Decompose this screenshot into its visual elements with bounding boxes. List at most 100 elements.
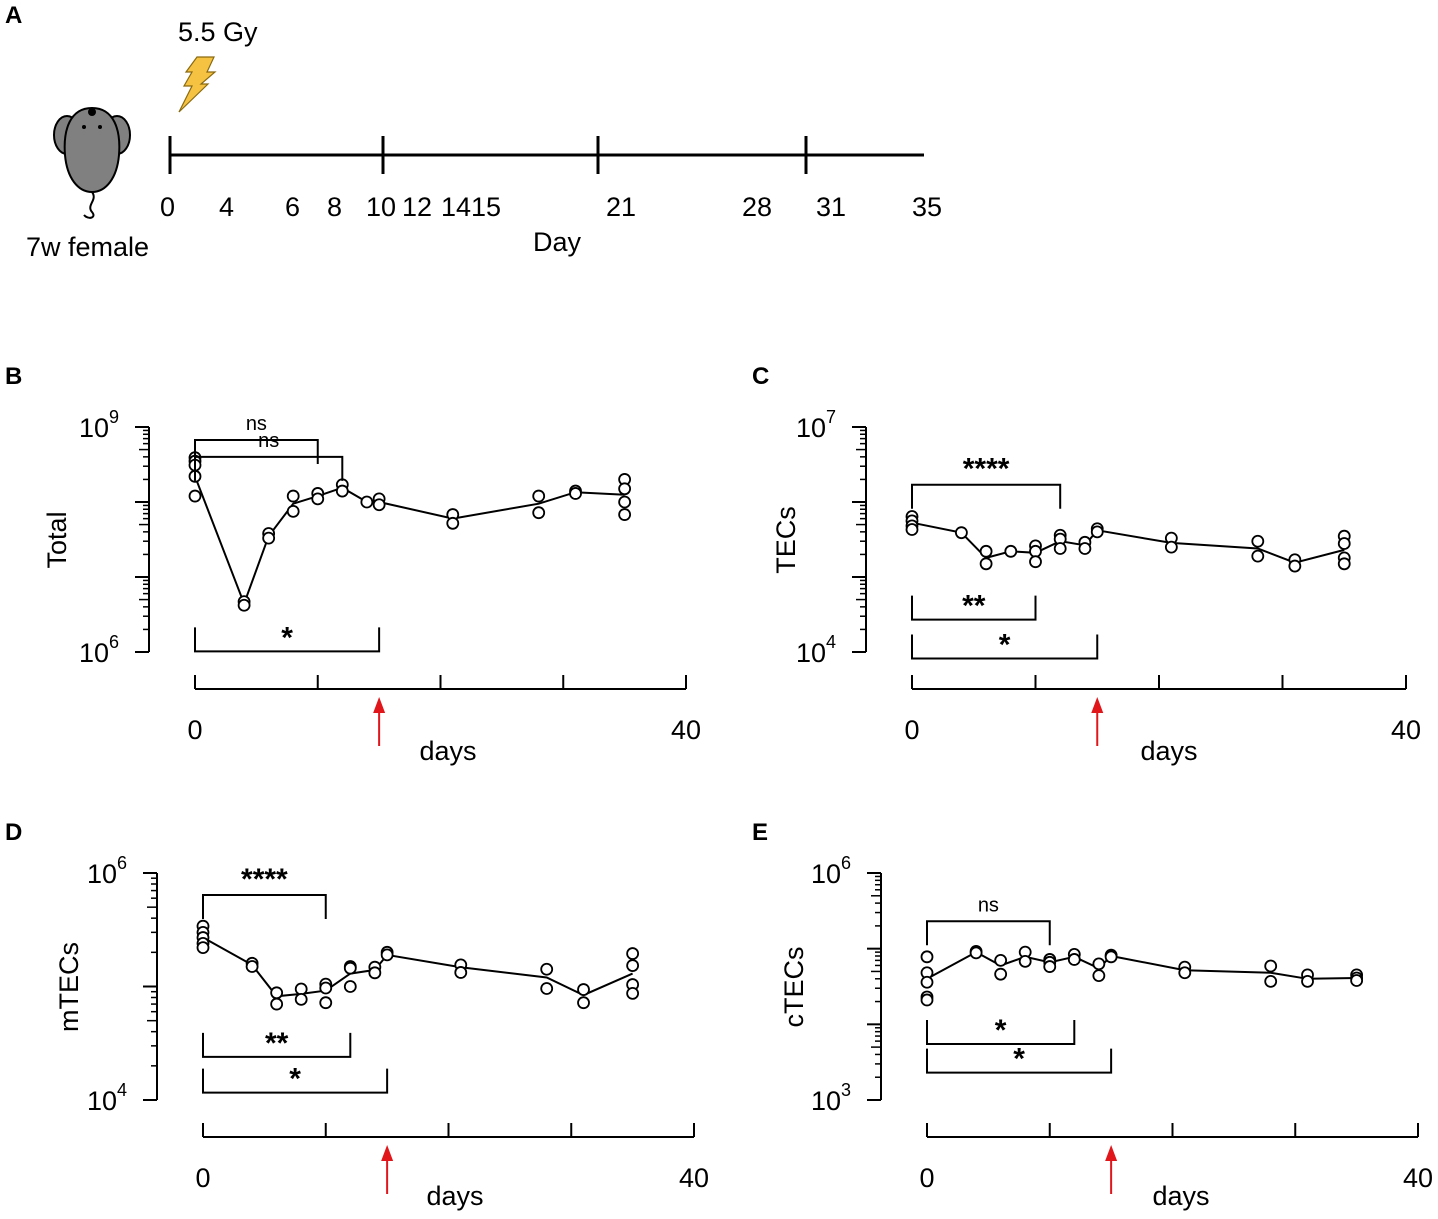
y-axis-label: mTECs <box>54 942 84 1032</box>
y-tick-label: 107 <box>796 407 836 443</box>
data-point <box>188 489 202 503</box>
y-axis-label: Total <box>42 511 72 568</box>
significance-label: * <box>289 1063 301 1096</box>
data-point <box>294 992 308 1006</box>
data-point <box>1029 544 1042 558</box>
day-label: 10 <box>366 192 397 222</box>
data-point <box>294 982 308 996</box>
data-point <box>1350 974 1364 987</box>
mouse-icon <box>53 106 131 219</box>
significance-bracket <box>194 455 344 481</box>
data-point <box>979 557 993 571</box>
data-point <box>1178 966 1192 980</box>
significance-label: * <box>995 1014 1007 1047</box>
significance-label: ns <box>978 894 999 916</box>
data-point <box>626 986 640 1000</box>
significance-bracket <box>926 920 1051 946</box>
y-tick-label: 104 <box>87 1080 127 1116</box>
mean-line <box>911 521 1345 564</box>
significance-label: ** <box>265 1027 289 1060</box>
day-label: 1415 <box>441 192 502 222</box>
panel-letter-d: D <box>5 819 22 846</box>
red-arrow-head <box>381 1145 394 1161</box>
x-tick-label: 40 <box>1391 715 1421 745</box>
significance-label: * <box>281 621 293 654</box>
x-axis-label: days <box>419 736 476 766</box>
data-point <box>1301 974 1314 988</box>
data-point <box>1251 534 1265 548</box>
x-axis-label: days <box>1140 736 1197 766</box>
significance-bracket <box>194 627 381 653</box>
mouse-label: 7w female <box>26 232 150 262</box>
day-label: 12 <box>402 192 433 222</box>
significance-bracket <box>926 1019 1076 1045</box>
data-point <box>618 495 632 509</box>
y-tick-label: 103 <box>811 1080 851 1116</box>
data-point <box>569 487 582 500</box>
data-point <box>237 598 251 612</box>
data-point <box>540 962 554 976</box>
data-point <box>1337 557 1351 571</box>
significance-label: * <box>1013 1043 1025 1076</box>
data-point <box>270 997 284 1011</box>
y-tick-label: 109 <box>79 407 119 443</box>
day-label: 35 <box>912 192 943 222</box>
lightning-bolt-icon <box>178 56 217 113</box>
significance-bracket <box>911 634 1099 660</box>
data-point <box>920 993 934 1007</box>
data-point <box>994 967 1008 981</box>
data-point <box>311 492 325 506</box>
data-point <box>1164 540 1178 554</box>
data-point <box>905 523 919 536</box>
mean-line <box>194 475 625 607</box>
red-arrow-head <box>373 697 386 713</box>
day-label: 4 <box>219 192 235 222</box>
data-point <box>1288 559 1302 573</box>
data-point <box>626 947 640 960</box>
data-point <box>1029 555 1042 569</box>
data-point <box>618 508 632 521</box>
x-tick-label: 40 <box>671 715 701 745</box>
significance-bracket <box>911 483 1062 509</box>
data-point <box>372 498 386 512</box>
data-point <box>577 983 590 996</box>
y-tick-label: 106 <box>87 853 127 889</box>
data-point <box>319 996 333 1010</box>
y-axis-label: cTECs <box>779 947 809 1028</box>
day-label: 6 <box>285 192 301 222</box>
significance-bracket <box>202 1068 389 1094</box>
red-arrow-head <box>1091 697 1104 713</box>
data-point <box>1004 544 1018 558</box>
significance-bracket <box>202 1032 352 1058</box>
panel-letter-a: A <box>5 2 23 29</box>
significance-bracket <box>202 893 327 919</box>
day-label: 21 <box>606 192 637 222</box>
significance-bracket <box>911 595 1037 621</box>
x-tick-label: 40 <box>679 1163 709 1193</box>
significance-bracket <box>194 439 319 465</box>
x-tick-label: 0 <box>195 1163 210 1193</box>
data-point <box>1078 542 1092 555</box>
day-label: 28 <box>742 192 773 222</box>
x-tick-label: 0 <box>187 715 202 745</box>
day-label: 0 <box>160 192 176 222</box>
data-point <box>368 966 382 980</box>
significance-label: ** <box>962 590 986 623</box>
data-point <box>955 526 968 540</box>
data-point <box>920 975 934 989</box>
data-point <box>1264 974 1278 988</box>
data-point <box>1092 957 1106 971</box>
red-arrow-head <box>1105 1145 1118 1161</box>
y-tick-label: 106 <box>79 632 119 668</box>
data-point <box>920 950 934 964</box>
data-point <box>454 966 468 979</box>
data-point <box>1251 549 1265 563</box>
day-label: 8 <box>327 192 343 222</box>
data-point <box>540 982 554 995</box>
data-point <box>1018 954 1032 968</box>
data-point <box>1104 950 1118 964</box>
day-label: 31 <box>816 192 847 222</box>
data-point <box>360 495 374 509</box>
x-tick-label: 0 <box>904 715 919 745</box>
